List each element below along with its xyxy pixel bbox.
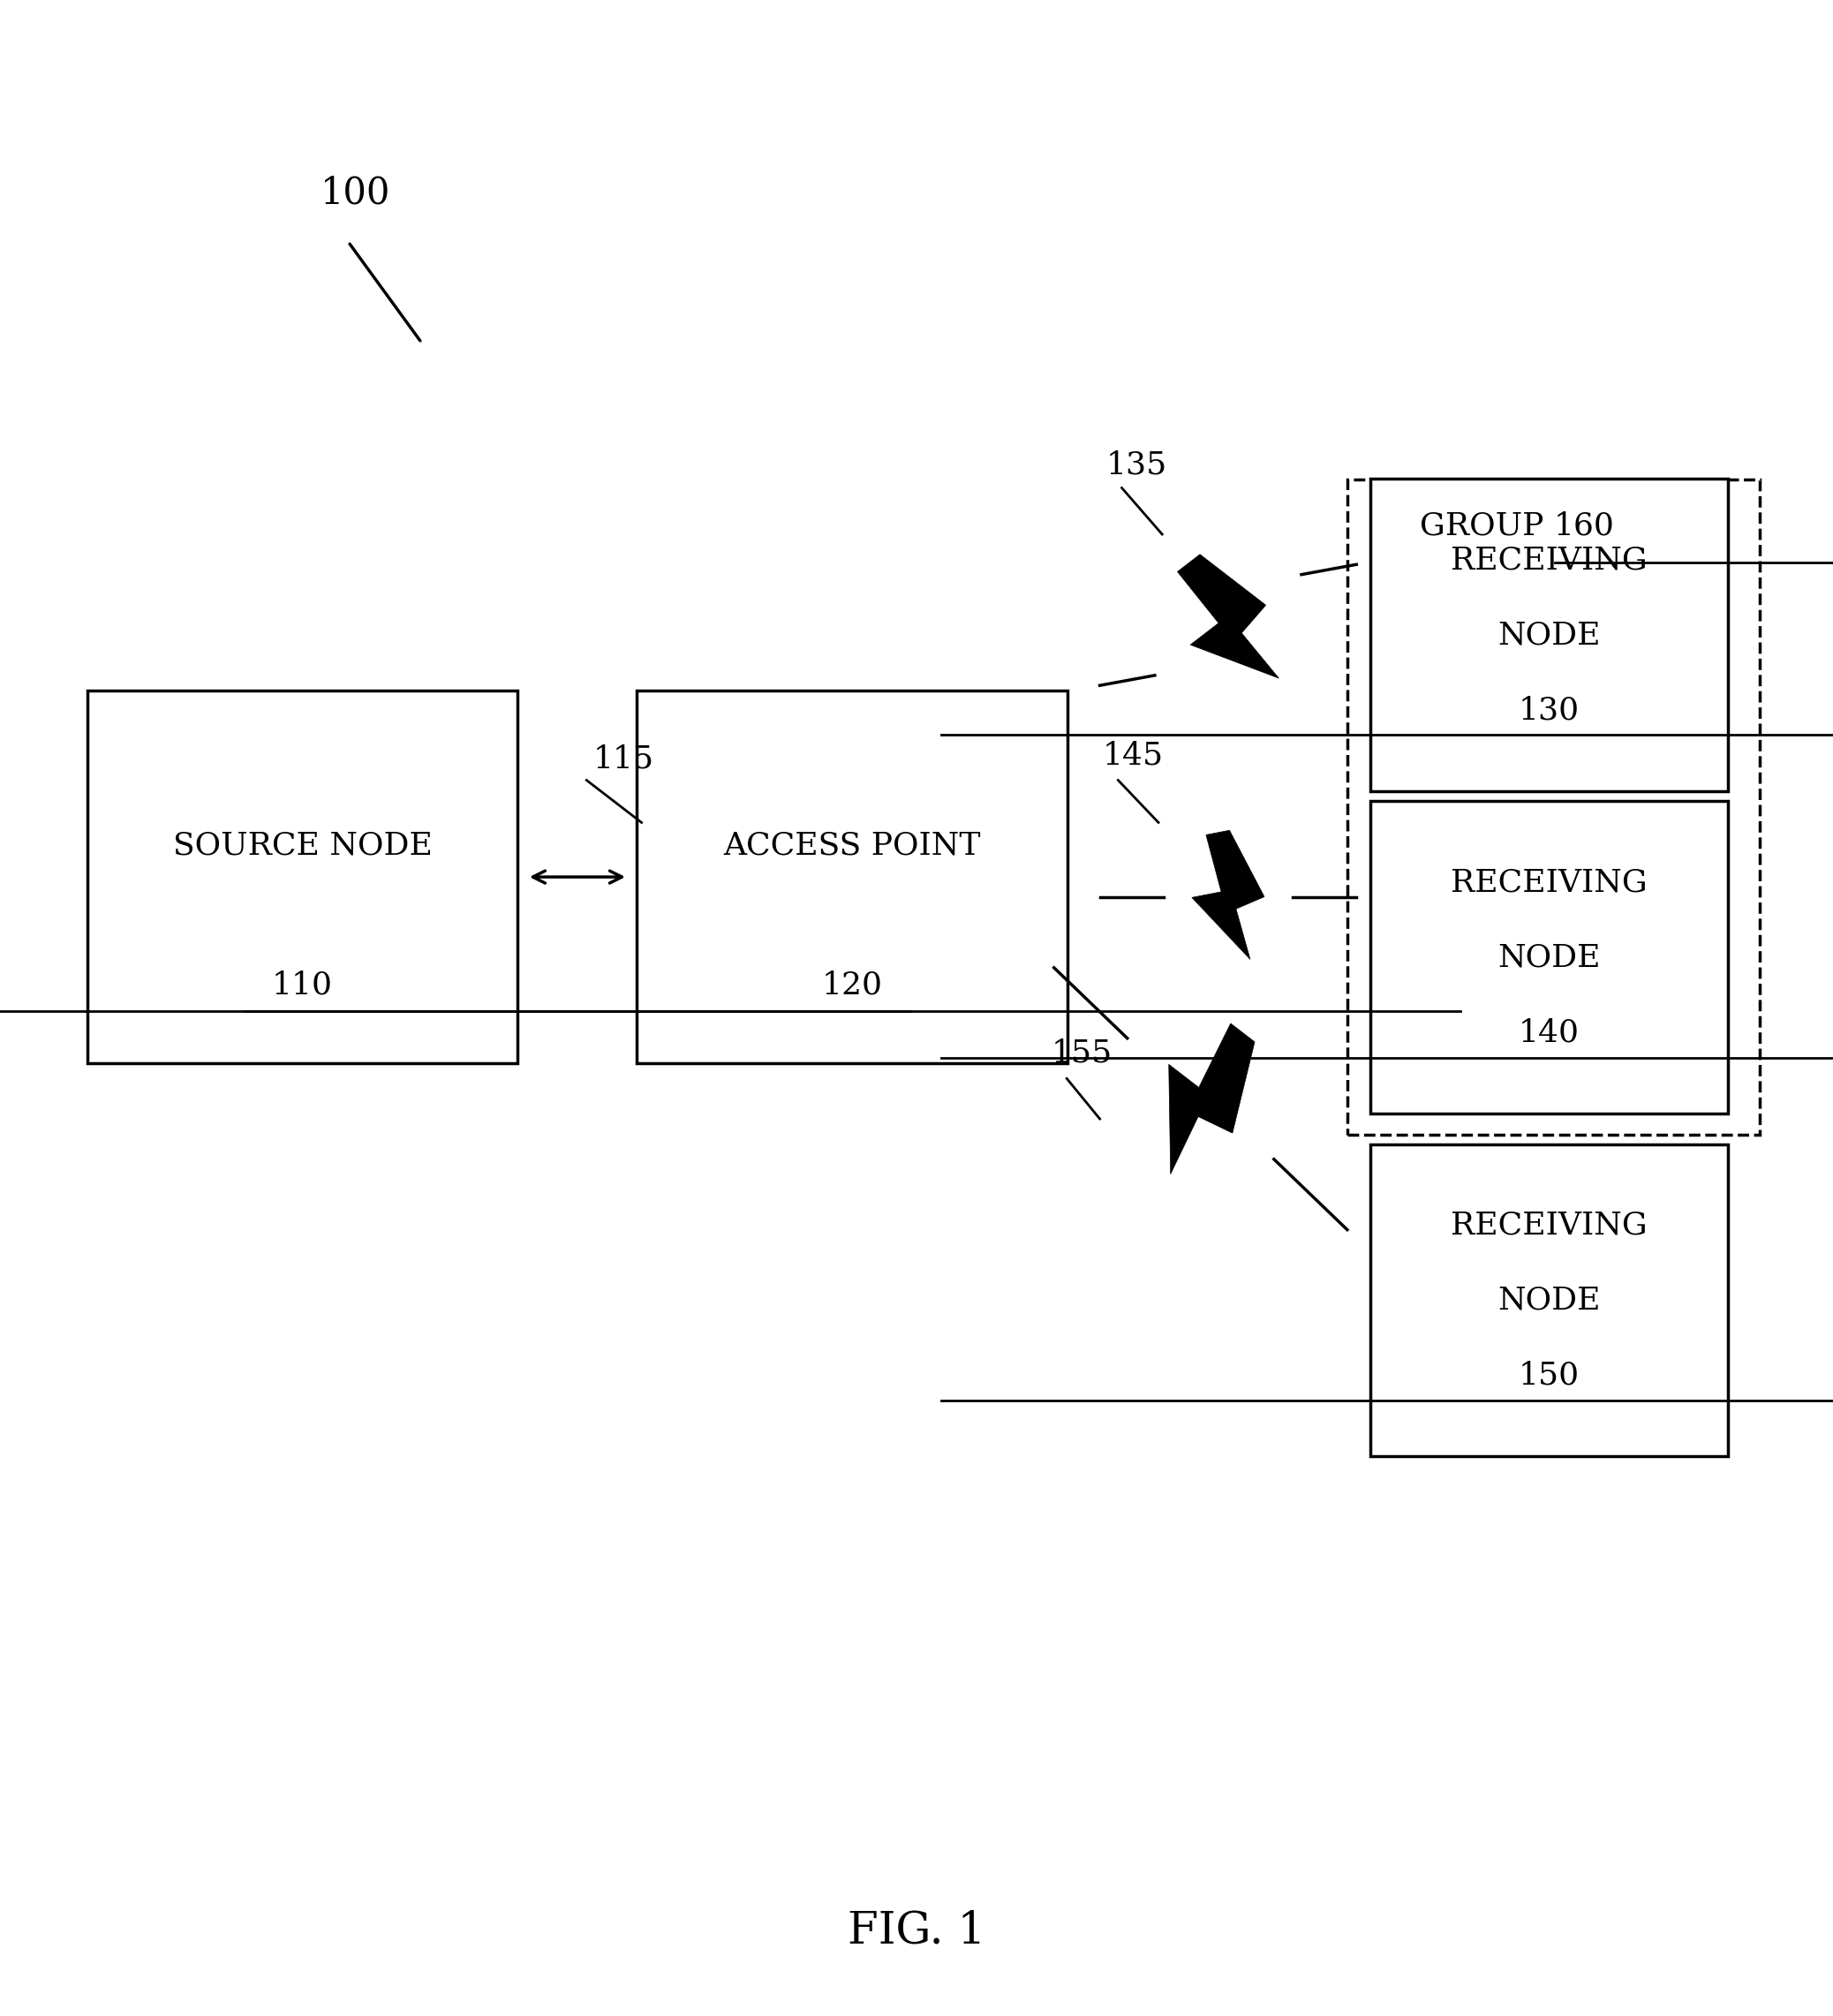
- Polygon shape: [1191, 831, 1265, 960]
- Text: GROUP: GROUP: [1419, 512, 1554, 540]
- Text: 135: 135: [1105, 450, 1168, 480]
- Text: FIG. 1: FIG. 1: [847, 1909, 986, 1954]
- FancyBboxPatch shape: [88, 689, 517, 1064]
- Text: RECEIVING: RECEIVING: [1450, 1210, 1648, 1240]
- Text: 130: 130: [1518, 696, 1580, 726]
- Text: 140: 140: [1518, 1018, 1580, 1048]
- Text: 150: 150: [1518, 1361, 1580, 1391]
- Text: RECEIVING: RECEIVING: [1450, 544, 1648, 575]
- Text: 145: 145: [1102, 740, 1164, 770]
- Text: NODE: NODE: [1498, 943, 1600, 972]
- FancyBboxPatch shape: [1369, 478, 1727, 790]
- FancyBboxPatch shape: [638, 689, 1067, 1064]
- Text: 115: 115: [592, 744, 654, 774]
- Text: SOURCE NODE: SOURCE NODE: [172, 831, 433, 861]
- Text: 100: 100: [321, 175, 390, 212]
- Text: NODE: NODE: [1498, 621, 1600, 649]
- Text: NODE: NODE: [1498, 1286, 1600, 1314]
- Polygon shape: [1177, 554, 1279, 677]
- Polygon shape: [1169, 1024, 1254, 1173]
- Text: 155: 155: [1050, 1038, 1113, 1068]
- Text: 110: 110: [271, 970, 334, 1000]
- Text: 160: 160: [1554, 512, 1615, 540]
- FancyBboxPatch shape: [1369, 800, 1727, 1113]
- Text: 120: 120: [821, 970, 884, 1000]
- Text: RECEIVING: RECEIVING: [1450, 867, 1648, 897]
- FancyBboxPatch shape: [1369, 1145, 1727, 1456]
- Text: ACCESS POINT: ACCESS POINT: [724, 831, 981, 861]
